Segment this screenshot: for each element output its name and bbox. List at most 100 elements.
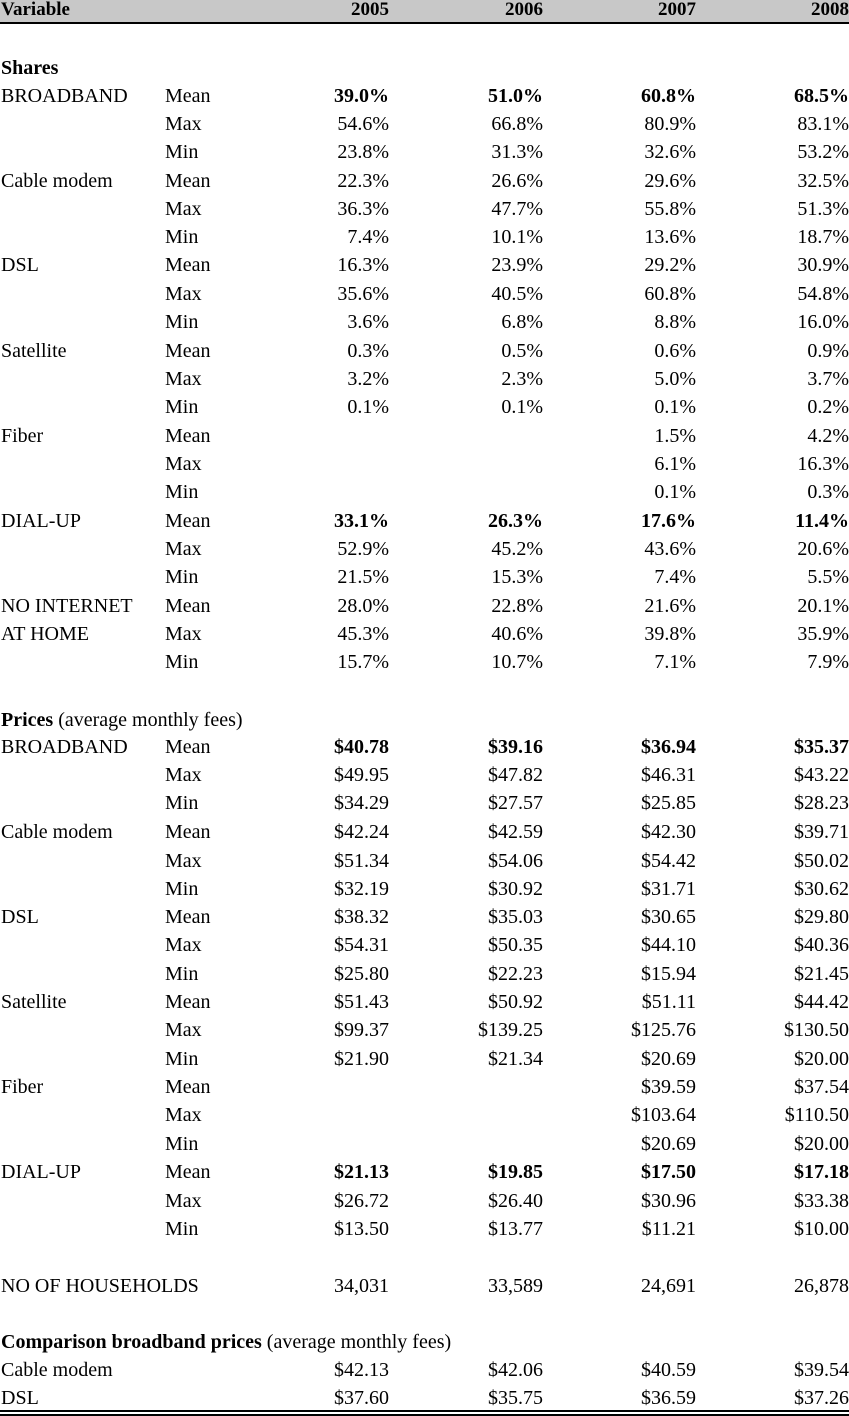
row-value-2008: $130.50 [784, 1019, 849, 1041]
row-statistic: Max [165, 453, 202, 475]
row-value-2008: 16.3% [797, 453, 849, 475]
table-row: Min $32.19 $30.92 $31.71 $30.62 [0, 878, 849, 906]
row-variable: DSL [1, 254, 39, 276]
row-value-2007: 1.5% [654, 425, 696, 447]
row-statistic: Min [165, 651, 199, 673]
row-value-2008: 4.2% [807, 425, 849, 447]
row-value-2007: $36.94 [641, 736, 696, 758]
row-value-2007: $40.59 [641, 1359, 696, 1381]
row-value-2008: 35.9% [797, 623, 849, 645]
row-value-2006: 66.8% [491, 113, 543, 135]
row-value-2006: 33,589 [488, 1275, 543, 1297]
row-value-2005: $42.13 [334, 1359, 389, 1381]
row-value-2008: $43.22 [794, 764, 849, 786]
row-statistic: Min [165, 396, 199, 418]
row-value-2007: 60.8% [641, 85, 696, 107]
table-row: Min $20.69 $20.00 [0, 1133, 849, 1161]
table-row: BROADBAND Mean $40.78 $39.16 $36.94 $35.37 [0, 736, 849, 764]
row-value-2005: 0.1% [347, 396, 389, 418]
table-row: Max $51.34 $54.06 $54.42 $50.02 [0, 850, 849, 878]
row-value-2005: $32.19 [334, 878, 389, 900]
row-value-2006: 15.3% [491, 566, 543, 588]
row-value-2008: 20.6% [797, 538, 849, 560]
row-value-2006: $39.16 [488, 736, 543, 758]
row-statistic: Min [165, 311, 199, 333]
row-variable: NO OF HOUSEHOLDS [1, 1275, 199, 1297]
row-value-2005: $13.50 [334, 1218, 389, 1240]
row-value-2008: 0.2% [807, 396, 849, 418]
table-row: Min 3.6% 6.8% 8.8% 16.0% [0, 311, 849, 339]
row-value-2006: $50.35 [488, 934, 543, 956]
row-value-2006: $47.82 [488, 764, 543, 786]
section-heading-text: Comparison broadband prices (average mon… [1, 1331, 451, 1353]
row-value-2005: 35.6% [337, 283, 389, 305]
row-value-2006: $42.59 [488, 821, 543, 843]
section-title: Shares [1, 57, 59, 79]
row-value-2008: $110.50 [784, 1104, 849, 1126]
table-row: Min $25.80 $22.23 $15.94 $21.45 [0, 963, 849, 991]
row-variable: Cable modem [1, 170, 113, 192]
row-value-2007: $31.71 [641, 878, 696, 900]
row-value-2005: $40.78 [334, 736, 389, 758]
table-row: Max 3.2% 2.3% 5.0% 3.7% [0, 368, 849, 396]
header-year-2005: 2005 [351, 0, 389, 20]
row-statistic: Mean [165, 736, 211, 758]
row-variable: DIAL-UP [1, 510, 81, 532]
table-row: Max $54.31 $50.35 $44.10 $40.36 [0, 934, 849, 962]
row-value-2008: 51.3% [797, 198, 849, 220]
row-value-2006: 40.6% [491, 623, 543, 645]
row-value-2005: 52.9% [337, 538, 389, 560]
table-row: AT HOME Max 45.3% 40.6% 39.8% 35.9% [0, 623, 849, 651]
row-value-2007: $30.96 [641, 1190, 696, 1212]
table-row: DIAL-UP Mean $21.13 $19.85 $17.50 $17.18 [0, 1161, 849, 1189]
row-variable: Fiber [1, 1076, 44, 1098]
row-value-2006: 40.5% [491, 283, 543, 305]
row-value-2005: 28.0% [337, 595, 389, 617]
row-variable: Cable modem [1, 1359, 113, 1381]
row-value-2007: $125.76 [631, 1019, 696, 1041]
row-value-2007: $20.69 [641, 1133, 696, 1155]
section-subtitle: (average monthly fees) [53, 709, 243, 731]
row-value-2006: $42.06 [488, 1359, 543, 1381]
row-value-2005: 23.8% [337, 141, 389, 163]
row-statistic: Max [165, 1190, 202, 1212]
row-value-2005: $51.34 [334, 850, 389, 872]
row-value-2005: 15.7% [337, 651, 389, 673]
row-value-2007: 80.9% [644, 113, 696, 135]
row-variable: NO INTERNET [1, 595, 133, 617]
row-statistic: Min [165, 1048, 199, 1070]
row-value-2006: 10.7% [491, 651, 543, 673]
row-value-2007: 0.6% [654, 340, 696, 362]
row-value-2005: $99.37 [334, 1019, 389, 1041]
table-row: Max 6.1% 16.3% [0, 453, 849, 481]
row-value-2006: $26.40 [488, 1190, 543, 1212]
row-value-2008: $33.38 [794, 1190, 849, 1212]
table-row: Min 7.4% 10.1% 13.6% 18.7% [0, 226, 849, 254]
row-value-2006: 10.1% [491, 226, 543, 248]
row-value-2006: 22.8% [491, 595, 543, 617]
row-statistic: Mean [165, 1076, 211, 1098]
row-value-2006: 2.3% [501, 368, 543, 390]
row-value-2007: 17.6% [641, 510, 696, 532]
row-value-2005: $38.32 [334, 906, 389, 928]
row-value-2008: $10.00 [794, 1218, 849, 1240]
row-value-2008: 68.5% [794, 85, 849, 107]
row-value-2008: $29.80 [794, 906, 849, 928]
table-row: NO INTERNET Mean 28.0% 22.8% 21.6% 20.1% [0, 595, 849, 623]
row-value-2006: 0.5% [501, 340, 543, 362]
row-value-2006: $19.85 [488, 1161, 543, 1183]
row-variable: Satellite [1, 991, 67, 1013]
row-value-2008: $30.62 [794, 878, 849, 900]
row-value-2005: 21.5% [337, 566, 389, 588]
row-value-2006: 0.1% [501, 396, 543, 418]
row-statistic: Min [165, 1218, 199, 1240]
row-value-2005: $37.60 [334, 1387, 389, 1409]
row-value-2005: 0.3% [347, 340, 389, 362]
table-row: Max $26.72 $26.40 $30.96 $33.38 [0, 1190, 849, 1218]
row-value-2006: $21.34 [488, 1048, 543, 1070]
row-value-2006: 45.2% [491, 538, 543, 560]
row-value-2005: 3.2% [347, 368, 389, 390]
table-row: Min 15.7% 10.7% 7.1% 7.9% [0, 651, 849, 679]
table-row: Max $99.37 $139.25 $125.76 $130.50 [0, 1019, 849, 1047]
row-statistic: Mean [165, 425, 211, 447]
